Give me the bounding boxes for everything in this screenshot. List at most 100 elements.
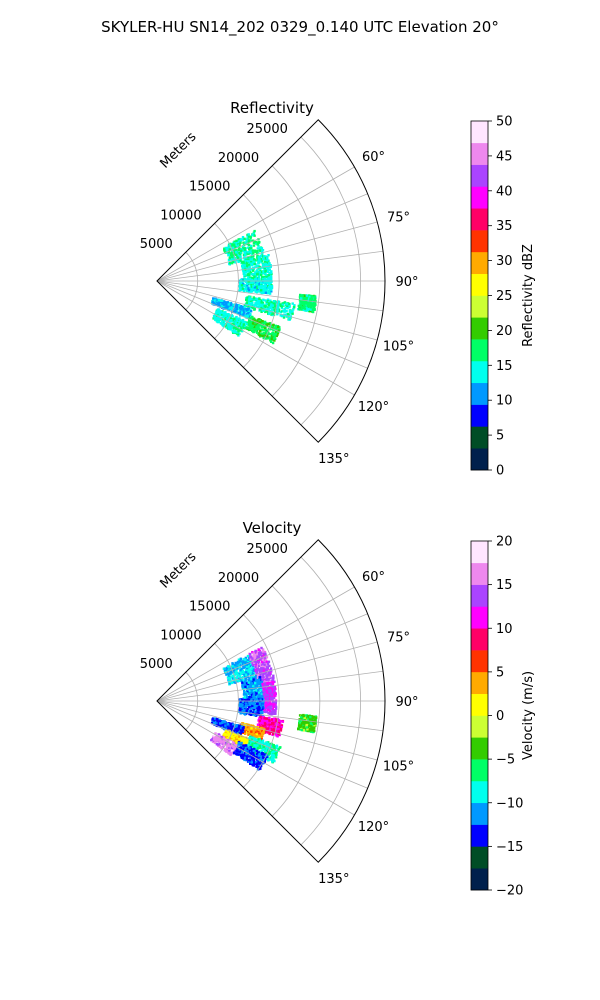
polar-grid [156, 136, 385, 426]
figure-suptitle: SKYLER-HU SN14_202 0329_0.140 UTC Elevat… [101, 18, 499, 37]
azimuth-spoke [156, 280, 355, 396]
azimuth-spoke [156, 250, 384, 282]
azimuth-tick-label: 75° [387, 630, 410, 645]
colorbar-swatch [471, 142, 488, 165]
azimuth-spoke [156, 700, 368, 789]
azimuth-spoke [156, 613, 368, 702]
colorbar-swatch [471, 360, 488, 384]
range-tick-label: 25000 [247, 542, 288, 557]
azimuth-tick-label: 60° [362, 150, 385, 165]
colorbar-swatch [471, 693, 488, 716]
colorbar-swatch [471, 426, 488, 449]
colorbar-swatch [471, 186, 488, 209]
velocity-panel: Velocity 5000 10000 15000 20000 25000 Meters 60… [140, 519, 536, 899]
azimuth-tick-label: 105° [383, 760, 414, 775]
polar-grid [156, 556, 385, 846]
colorbar-swatch [471, 824, 488, 847]
echo-cluster-1 [240, 254, 273, 281]
colorbar-tick-label: −15 [496, 840, 523, 855]
echo-cluster-2 [238, 277, 274, 295]
colorbar: 0 5 10 15 20 25 30 35 40 45 50 Reflectivity dBZ [470, 115, 536, 479]
range-tick-label: 10000 [160, 208, 201, 223]
range-tick-label: 20000 [218, 571, 259, 586]
colorbar-swatch [471, 628, 488, 651]
colorbar-swatch [471, 251, 488, 274]
azimuth-spoke [156, 700, 384, 732]
colorbar-tick-label: 25 [496, 289, 513, 304]
range-axis-label: Meters [158, 129, 200, 171]
azimuth-tick-label: 90° [395, 275, 418, 290]
azimuth-tick-label: 60° [362, 570, 385, 585]
colorbar-tick-label: 5 [496, 429, 504, 444]
azimuth-tick-label: 135° [318, 452, 349, 467]
azimuth-spoke [156, 700, 355, 816]
echo-cluster-7 [212, 308, 248, 337]
colorbar-swatch [471, 448, 488, 471]
colorbar-swatch [471, 317, 488, 340]
colorbar-swatch [471, 606, 488, 629]
colorbar-tick-label: 5 [496, 665, 504, 680]
colorbar-label: Velocity (m/s) [521, 671, 536, 760]
colorbar-tick-label: 45 [496, 149, 513, 164]
azimuth-spoke [156, 670, 384, 702]
azimuth-tick-label: 135° [318, 872, 349, 887]
echo-cluster-3 [261, 680, 278, 716]
azimuth-tick-label: 105° [383, 340, 414, 355]
colorbar-tick-label: 15 [496, 359, 513, 374]
colorbar-tick-label: 0 [496, 464, 504, 479]
colorbar-swatch [471, 584, 488, 607]
colorbar-tick-label: −20 [496, 884, 523, 899]
colorbar-tick-label: −5 [496, 753, 515, 768]
azimuth-spoke [156, 166, 355, 282]
colorbar-tick-label: 0 [496, 709, 504, 724]
colorbar-tick-label: 20 [496, 324, 513, 339]
colorbar-swatch [471, 121, 488, 144]
colorbar-swatch [471, 671, 488, 694]
colorbar-swatch [471, 230, 488, 253]
colorbar-tick-label: 10 [496, 394, 513, 409]
azimuth-spoke [156, 280, 378, 341]
panel-title: Velocity [243, 519, 302, 537]
colorbar-tick-label: 50 [496, 115, 513, 130]
colorbar-swatch [471, 802, 488, 825]
range-tick-label: 15000 [189, 600, 230, 615]
azimuth-spoke [156, 280, 368, 369]
colorbar-tick-label: 30 [496, 254, 513, 269]
colorbar-swatch [471, 295, 488, 318]
azimuth-tick-label: 120° [358, 820, 389, 835]
radar-echoes [210, 646, 318, 771]
sector-frame [156, 539, 386, 863]
radar-echoes [211, 229, 317, 345]
azimuth-spoke [156, 280, 384, 312]
colorbar-swatch [471, 562, 488, 585]
echo-cluster-11 [232, 741, 269, 771]
colorbar-tick-label: 40 [496, 184, 513, 199]
colorbar-swatch [471, 780, 488, 804]
echo-cluster-4 [243, 295, 296, 321]
echo-cluster-12 [210, 732, 238, 756]
colorbar-swatch [471, 715, 488, 738]
colorbar-tick-label: 20 [496, 535, 513, 550]
azimuth-spoke [156, 586, 355, 702]
colorbar-swatch [471, 208, 488, 231]
range-axis-label: Meters [158, 549, 200, 591]
echo-cluster-5 [297, 713, 318, 734]
azimuth-spoke [156, 700, 378, 761]
colorbar-swatch [471, 868, 488, 891]
range-tick-label: 10000 [160, 628, 201, 643]
panel-title: Reflectivity [230, 99, 314, 117]
range-tick-label: 15000 [189, 180, 230, 195]
azimuth-tick-label: 75° [387, 210, 410, 225]
colorbar-swatch [471, 273, 488, 296]
azimuth-tick-label: 120° [358, 400, 389, 415]
colorbar: −20 −15 −10 −5 0 5 10 15 20 Velocity (m/s) [470, 535, 536, 899]
colorbar-swatch [471, 759, 488, 782]
sector-frame [156, 119, 386, 443]
colorbar-tick-label: −10 [496, 796, 523, 811]
range-tick-label: 20000 [218, 151, 259, 166]
azimuth-tick-label: 90° [395, 695, 418, 710]
colorbar-tick-label: 35 [496, 219, 513, 234]
colorbar-swatch [471, 404, 488, 427]
range-tick-label: 25000 [247, 122, 288, 137]
colorbar-tick-label: 15 [496, 578, 513, 593]
